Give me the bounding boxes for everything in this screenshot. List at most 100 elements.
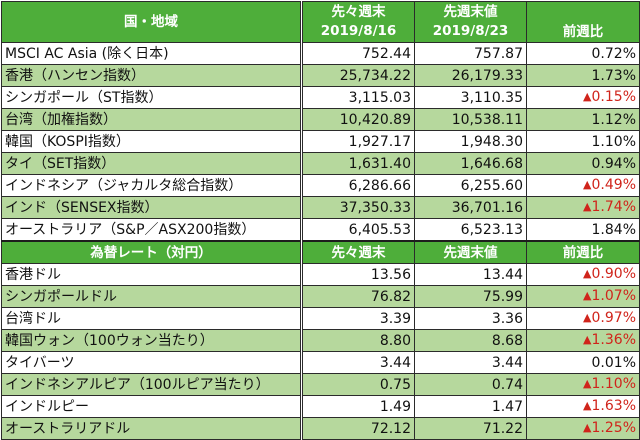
row-label: 韓国ウォン（100ウォン当たり） [1, 329, 303, 352]
week-change-value: ▲1.36% [526, 329, 640, 352]
fx-header-row: 為替レート（対円） 先々週末 先週末値 前週比 [1, 240, 640, 264]
last-week-value: 36,701.16 [414, 196, 527, 219]
row-label: インド（SENSEX指数） [1, 196, 303, 219]
change-percent: 1.84% [591, 221, 636, 238]
week-change-value: 0.94% [526, 152, 640, 175]
negative-triangle-icon: ▲ [583, 311, 592, 324]
prev-week-value: 8.80 [301, 329, 415, 352]
last-week-value: 1,646.68 [414, 152, 527, 175]
last-week-value: 10,538.11 [414, 108, 527, 131]
index-row: タイ（SET指数） 1,631.40 1,646.68 0.94% [1, 152, 640, 175]
fx-body: 香港ドル 13.56 13.44 ▲0.90% シンガポールドル 76.82 75.99 ▲1… [1, 263, 640, 440]
week-change-value: ▲0.49% [526, 174, 640, 197]
column-header-week-change: 前週比 [526, 1, 640, 43]
prev-week-value: 10,420.89 [301, 108, 415, 131]
change-percent: 0.01% [591, 354, 636, 371]
change-percent: 1.07% [591, 288, 636, 304]
prev-week-value: 1,927.17 [301, 130, 415, 153]
fx-column-header-prev-week: 先々週末 [301, 240, 415, 264]
prev-week-value: 3.39 [301, 307, 415, 330]
week-change-value: 1.84% [526, 218, 640, 242]
row-label: オーストラリアドル [1, 417, 303, 440]
prev-week-value: 76.82 [301, 285, 415, 308]
last-week-value: 0.74 [414, 373, 527, 396]
negative-triangle-icon: ▲ [583, 90, 592, 103]
prev-week-date: 2019/8/16 [320, 23, 397, 39]
change-percent: 1.10% [591, 376, 636, 392]
prev-week-value: 0.75 [301, 373, 415, 396]
row-label: シンガポールドル [1, 285, 303, 308]
index-row: 香港（ハンセン指数） 25,734.22 26,179.33 1.73% [1, 64, 640, 87]
week-change-value: ▲1.10% [526, 373, 640, 396]
week-change-value: 0.72% [526, 42, 640, 65]
negative-triangle-icon: ▲ [583, 178, 592, 191]
row-label: タイバーツ [1, 351, 303, 374]
fx-row: タイバーツ 3.44 3.44 0.01% [1, 351, 640, 374]
last-week-date: 2019/8/23 [432, 23, 509, 39]
index-row: MSCI AC Asia (除く日本) 752.44 757.87 0.72% [1, 42, 640, 65]
row-label: インドネシアルピア（100ルピア当たり） [1, 373, 303, 396]
row-label: オーストラリア（S&P／ASX200指数） [1, 218, 303, 242]
negative-triangle-icon: ▲ [583, 267, 592, 280]
change-percent: 0.49% [591, 177, 636, 193]
week-change-value: ▲0.97% [526, 307, 640, 330]
negative-triangle-icon: ▲ [583, 289, 592, 302]
change-percent: 1.74% [591, 199, 636, 215]
change-percent: 0.90% [591, 266, 636, 282]
change-percent: 1.10% [591, 133, 636, 150]
week-change-value: 1.10% [526, 130, 640, 153]
fx-column-header-currency: 為替レート（対円） [1, 240, 303, 264]
row-label: シンガポール（ST指数） [1, 86, 303, 109]
column-header-prev-week: 先々週末 2019/8/16 [301, 1, 415, 43]
week-change-value: ▲0.15% [526, 86, 640, 109]
row-label: 香港（ハンセン指数） [1, 64, 303, 87]
row-label: インドルピー [1, 395, 303, 418]
column-header-last-week: 先週末値 2019/8/23 [414, 1, 527, 43]
prev-week-value: 3,115.03 [301, 86, 415, 109]
change-percent: 1.36% [591, 332, 636, 348]
row-label: タイ（SET指数） [1, 152, 303, 175]
change-percent: 0.94% [591, 155, 636, 172]
prev-week-value: 37,350.33 [301, 196, 415, 219]
week-change-value: ▲1.63% [526, 395, 640, 418]
last-week-value: 26,179.33 [414, 64, 527, 87]
prev-week-value: 25,734.22 [301, 64, 415, 87]
prev-week-value: 1.49 [301, 395, 415, 418]
change-percent: 0.15% [591, 89, 636, 105]
prev-week-value: 3.44 [301, 351, 415, 374]
row-label: MSCI AC Asia (除く日本) [1, 42, 303, 65]
week-change-value: ▲0.90% [526, 263, 640, 286]
prev-week-value: 752.44 [301, 42, 415, 65]
week-change-value: ▲1.25% [526, 417, 640, 440]
fx-column-header-week-change: 前週比 [526, 240, 640, 264]
last-week-value: 13.44 [414, 263, 527, 286]
prev-week-label: 先々週末 [331, 4, 386, 20]
indices-header-row: 国・地域 先々週末 2019/8/16 先週末値 2019/8/23 前週比 [1, 1, 640, 43]
fx-header-body: 為替レート（対円） 先々週末 先週末値 前週比 [1, 240, 640, 264]
index-row: インド（SENSEX指数） 37,350.33 36,701.16 ▲1.74% [1, 196, 640, 219]
week-change-value: 0.01% [526, 351, 640, 374]
change-percent: 1.25% [591, 420, 636, 436]
week-change-value: 1.73% [526, 64, 640, 87]
prev-week-value: 6,405.53 [301, 218, 415, 242]
last-week-value: 8.68 [414, 329, 527, 352]
week-change-value: ▲1.07% [526, 285, 640, 308]
change-percent: 0.72% [591, 45, 636, 62]
fx-row: インドネシアルピア（100ルピア当たり） 0.75 0.74 ▲1.10% [1, 373, 640, 396]
index-row: オーストラリア（S&P／ASX200指数） 6,405.53 6,523.13 1.8… [1, 218, 640, 242]
fx-row: 香港ドル 13.56 13.44 ▲0.90% [1, 263, 640, 286]
last-week-value: 6,255.60 [414, 174, 527, 197]
last-week-label: 先週末値 [443, 4, 498, 20]
last-week-value: 757.87 [414, 42, 527, 65]
last-week-value: 71.22 [414, 417, 527, 440]
last-week-value: 1.47 [414, 395, 527, 418]
index-row: 台湾（加権指数） 10,420.89 10,538.11 1.12% [1, 108, 640, 131]
fx-row: インドルピー 1.49 1.47 ▲1.63% [1, 395, 640, 418]
negative-triangle-icon: ▲ [583, 333, 592, 346]
negative-triangle-icon: ▲ [583, 200, 592, 213]
row-label: 台湾（加権指数） [1, 108, 303, 131]
prev-week-value: 6,286.66 [301, 174, 415, 197]
change-percent: 1.12% [591, 111, 636, 128]
prev-week-value: 1,631.40 [301, 152, 415, 175]
